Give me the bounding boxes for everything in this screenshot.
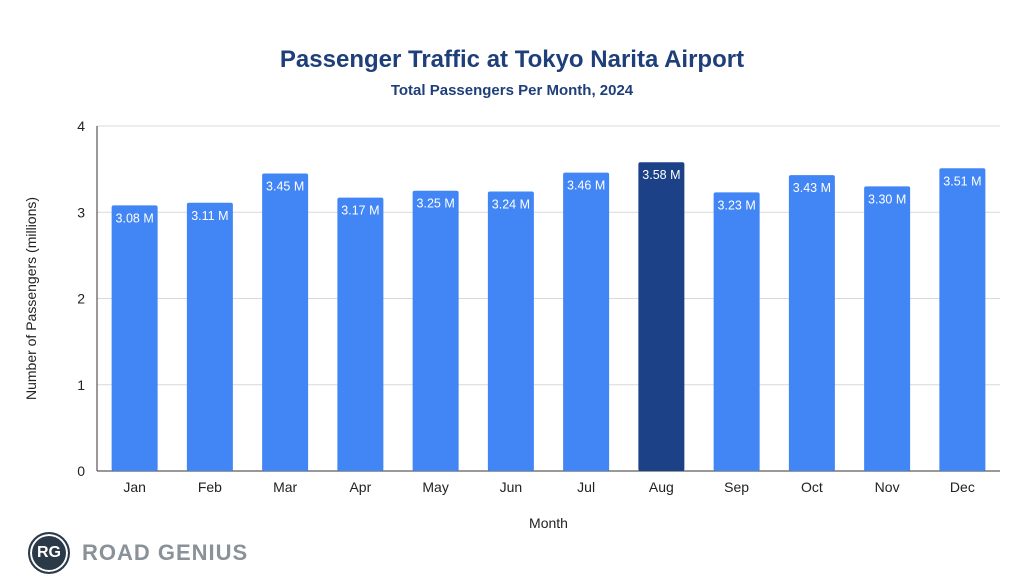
x-tick-label: May: [422, 479, 448, 495]
bar-nov: [864, 186, 911, 471]
y-tick-label: 2: [77, 291, 85, 307]
data-label: 3.51 M: [943, 174, 981, 188]
x-tick-label: Oct: [801, 479, 823, 495]
x-tick-label: Jul: [577, 479, 595, 495]
bar-feb: [186, 202, 233, 471]
bar-jan: [111, 205, 158, 471]
data-label: 3.43 M: [793, 181, 831, 195]
bar-aug: [638, 162, 685, 471]
data-label: 3.11 M: [191, 209, 228, 223]
data-label: 3.30 M: [868, 192, 906, 206]
data-label: 3.24 M: [492, 198, 530, 212]
y-tick-label: 1: [77, 377, 85, 393]
x-axis-title: Month: [529, 515, 568, 531]
data-label: 3.46 M: [567, 179, 605, 193]
bar-oct: [788, 175, 835, 471]
x-tick-label: Mar: [273, 479, 297, 495]
chart-title: Passenger Traffic at Tokyo Narita Airpor…: [279, 46, 745, 73]
logo-badge: RG: [28, 532, 70, 574]
x-tick-label: Dec: [950, 479, 975, 495]
x-tick-label: Jan: [123, 479, 146, 495]
x-tick-label: Sep: [724, 479, 749, 495]
bar-jun: [487, 191, 534, 472]
bar-sep: [713, 192, 760, 471]
y-tick-label: 3: [77, 204, 85, 220]
x-tick-label: Jun: [500, 479, 523, 495]
logo-text: ROAD GENIUS: [82, 540, 249, 565]
bar-mar: [262, 173, 309, 471]
bar-jul: [563, 172, 610, 471]
y-tick-label: 4: [77, 118, 85, 134]
x-tick-label: Aug: [649, 479, 674, 495]
road-genius-logo: RG ROAD GENIUS: [28, 532, 248, 574]
y-axis-title: Number of Passengers (millions): [23, 197, 39, 400]
data-label: 3.17 M: [341, 204, 379, 218]
data-label: 3.08 M: [116, 211, 154, 225]
bar-dec: [939, 168, 986, 471]
x-tick-label: Nov: [875, 479, 900, 495]
data-label: 3.25 M: [417, 197, 455, 211]
data-label: 3.58 M: [642, 168, 680, 182]
data-label: 3.45 M: [266, 179, 304, 193]
bar-may: [412, 190, 459, 471]
data-label: 3.23 M: [718, 198, 756, 212]
x-tick-label: Feb: [198, 479, 222, 495]
x-tick-label: Apr: [349, 479, 371, 495]
y-tick-label: 0: [77, 463, 85, 479]
chart-subtitle: Total Passengers Per Month, 2024: [390, 82, 634, 99]
bar-apr: [337, 197, 384, 471]
